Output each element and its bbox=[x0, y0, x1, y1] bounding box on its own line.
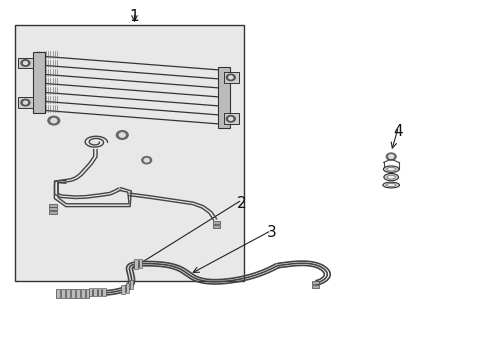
Text: 3: 3 bbox=[266, 225, 276, 240]
Bar bbox=[18, 58, 33, 68]
Bar bbox=[18, 97, 33, 108]
Bar bbox=[15, 25, 244, 281]
Ellipse shape bbox=[386, 167, 395, 171]
Bar bbox=[213, 225, 219, 228]
Bar bbox=[49, 204, 57, 207]
Circle shape bbox=[228, 76, 232, 79]
Bar bbox=[76, 289, 80, 298]
Bar bbox=[102, 288, 105, 296]
Circle shape bbox=[48, 116, 60, 125]
Bar bbox=[213, 221, 219, 224]
Bar bbox=[311, 285, 318, 288]
Circle shape bbox=[21, 99, 30, 106]
Circle shape bbox=[386, 153, 395, 160]
Bar bbox=[49, 207, 57, 210]
Bar bbox=[71, 289, 75, 298]
Ellipse shape bbox=[386, 175, 394, 179]
Bar bbox=[89, 288, 92, 296]
Circle shape bbox=[119, 133, 125, 137]
Ellipse shape bbox=[382, 182, 399, 188]
Ellipse shape bbox=[383, 174, 398, 181]
Circle shape bbox=[144, 158, 149, 162]
Circle shape bbox=[228, 117, 232, 120]
Bar bbox=[125, 283, 129, 293]
Circle shape bbox=[23, 62, 27, 64]
Bar bbox=[311, 281, 318, 284]
Bar bbox=[66, 289, 70, 298]
Bar bbox=[139, 259, 142, 268]
Bar bbox=[85, 289, 89, 298]
Bar bbox=[93, 288, 97, 296]
Text: 1: 1 bbox=[129, 9, 139, 24]
Text: 2: 2 bbox=[237, 196, 246, 211]
Bar bbox=[33, 52, 45, 113]
Bar bbox=[224, 113, 238, 124]
Bar bbox=[81, 289, 84, 298]
Circle shape bbox=[226, 74, 235, 81]
Circle shape bbox=[51, 118, 57, 123]
Bar bbox=[121, 285, 124, 294]
Bar bbox=[56, 289, 60, 298]
Bar bbox=[130, 280, 133, 289]
Circle shape bbox=[116, 131, 128, 139]
Circle shape bbox=[388, 155, 393, 158]
Bar bbox=[98, 288, 101, 296]
Circle shape bbox=[142, 157, 151, 164]
Bar bbox=[61, 289, 65, 298]
Circle shape bbox=[21, 60, 30, 66]
Bar bbox=[134, 260, 138, 269]
Circle shape bbox=[23, 101, 27, 104]
Circle shape bbox=[226, 116, 235, 122]
Bar bbox=[49, 211, 57, 214]
Bar bbox=[224, 72, 238, 83]
Ellipse shape bbox=[383, 166, 398, 172]
Bar bbox=[217, 67, 229, 128]
Text: 4: 4 bbox=[393, 124, 403, 139]
Ellipse shape bbox=[386, 184, 395, 186]
